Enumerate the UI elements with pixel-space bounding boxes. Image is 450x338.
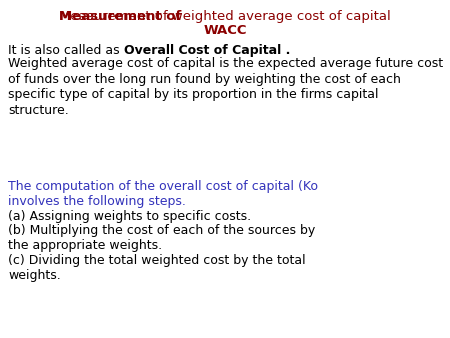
Text: Measurement of: Measurement of [59, 10, 181, 23]
Text: Measurement of weighted average cost of capital: Measurement of weighted average cost of … [59, 10, 391, 23]
Text: Weighted average cost of capital is the expected average future cost
of funds ov: Weighted average cost of capital is the … [8, 57, 443, 117]
Text: (c) Dividing the total weighted cost by the total
weights.: (c) Dividing the total weighted cost by … [8, 254, 306, 283]
Text: The computation of the overall cost of capital (Ko
involves the following steps.: The computation of the overall cost of c… [8, 180, 318, 209]
Text: Overall Cost of Capital .: Overall Cost of Capital . [124, 44, 290, 57]
Text: (a) Assigning weights to specific costs.: (a) Assigning weights to specific costs. [8, 210, 251, 223]
Text: (b) Multiplying the cost of each of the sources by
the appropriate weights.: (b) Multiplying the cost of each of the … [8, 224, 315, 252]
Text: It is also called as: It is also called as [8, 44, 124, 57]
Text: WACC: WACC [203, 24, 247, 37]
